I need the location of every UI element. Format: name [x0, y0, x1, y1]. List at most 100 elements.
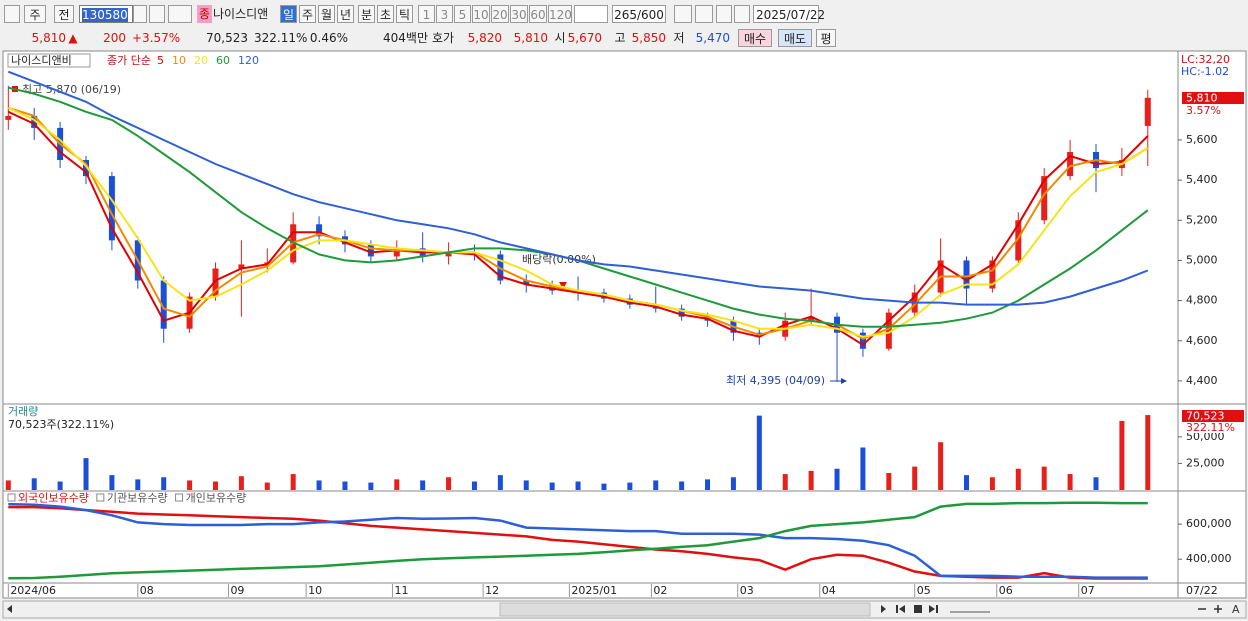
y-tick-label: 5,600	[1186, 133, 1218, 146]
volume-bar	[938, 442, 944, 490]
avg-button[interactable]: 평	[816, 29, 836, 47]
volume-tag	[1182, 410, 1244, 422]
menu-icon[interactable]	[4, 5, 20, 23]
x-tick-label: 05	[917, 584, 931, 597]
candle-body	[911, 292, 918, 313]
legend-item: 60	[216, 54, 230, 67]
ask: 5,820	[467, 31, 502, 45]
volume-bar	[83, 458, 89, 490]
tool-icon[interactable]	[716, 5, 732, 23]
legend-item: 20	[194, 54, 208, 67]
tool-icon[interactable]	[695, 5, 713, 23]
last-button[interactable]	[929, 605, 935, 613]
first-button[interactable]	[899, 605, 905, 613]
candle-body	[808, 316, 815, 321]
change-arrow: ▲	[68, 31, 78, 45]
interval-tab[interactable]: 60	[529, 5, 547, 23]
interval-tab[interactable]: 3	[436, 5, 453, 23]
volume-bar	[730, 477, 736, 490]
last-button[interactable]	[936, 605, 938, 613]
low-arrow-head	[841, 378, 847, 384]
volume-bar	[471, 481, 477, 490]
view-button[interactable]: 전	[54, 5, 74, 23]
high-marker	[12, 86, 18, 92]
interval-dropdown[interactable]	[574, 5, 608, 23]
volume-bar	[834, 468, 840, 490]
candle-body	[160, 280, 167, 329]
interval-tab[interactable]: 20	[491, 5, 509, 23]
period-tab[interactable]: 주	[299, 5, 316, 23]
x-tick-label: 02	[653, 584, 667, 597]
candle-body	[31, 115, 38, 128]
count: 265	[614, 8, 637, 22]
candle-body	[1144, 97, 1151, 126]
series-line	[7, 110, 1149, 347]
x-tick-label: 07	[1081, 584, 1095, 597]
interval-tab[interactable]: 1	[418, 5, 435, 23]
period-tab[interactable]: 년	[337, 5, 354, 23]
volume-bar	[342, 481, 348, 490]
x-tick-label: 2024/06	[10, 584, 56, 597]
period-tab[interactable]: 월	[318, 5, 335, 23]
candle-body	[212, 268, 219, 297]
y-tick-label: 5,000	[1186, 253, 1218, 266]
x-tick-label: 06	[999, 584, 1013, 597]
period-tab[interactable]: 분	[358, 5, 375, 23]
code-dropdown[interactable]	[133, 5, 147, 23]
candle-body	[186, 296, 193, 329]
change-pct: +3.57%	[132, 31, 181, 45]
count-box[interactable]: 265/600	[612, 5, 666, 23]
interval-tab[interactable]: 5	[454, 5, 471, 23]
legend-title: 나이스디앤비	[11, 54, 72, 67]
x-tick-label: 04	[822, 584, 836, 597]
x-tick-label: 11	[394, 584, 408, 597]
sound-button[interactable]	[168, 5, 192, 23]
date-box[interactable]: 2025/07/22	[753, 5, 825, 23]
first-button[interactable]	[896, 605, 898, 613]
quote-label: 호가	[431, 31, 455, 45]
stop-button[interactable]	[914, 605, 922, 613]
scroll-bar[interactable]	[2, 600, 1247, 619]
legend-item: 개인보유수량	[186, 492, 247, 505]
period-tab[interactable]: 일	[280, 5, 297, 23]
candle-body	[963, 260, 970, 289]
candle-body	[471, 252, 478, 255]
tool-icon[interactable]	[674, 5, 692, 23]
candle-body	[782, 320, 789, 337]
volume-bar	[808, 470, 814, 490]
period-button[interactable]: 주	[24, 5, 46, 23]
legend-item: 10	[172, 54, 186, 67]
interval-tab[interactable]: 10	[472, 5, 490, 23]
interval-tab[interactable]: 120	[548, 5, 572, 23]
bid: 5,810	[513, 31, 548, 45]
series-line	[8, 502, 1148, 579]
code-input[interactable]: 130580	[79, 5, 133, 23]
candle-body	[134, 240, 141, 281]
sell-button[interactable]: 매도	[778, 29, 812, 47]
scroll-left[interactable]	[7, 605, 12, 613]
buy-button[interactable]: 매수	[738, 29, 772, 47]
price-tag-pct: 3.57%	[1186, 104, 1221, 117]
period-tab[interactable]: 틱	[396, 5, 413, 23]
y-tick-label: 400,000	[1186, 552, 1232, 565]
low-note: 최저 4,395 (04/09)	[726, 374, 825, 387]
candle-body	[626, 298, 633, 305]
settings-icon[interactable]	[734, 5, 750, 23]
scroll-thumb[interactable]	[499, 602, 871, 617]
candle-body	[393, 248, 400, 257]
font-button[interactable]: A	[1232, 603, 1240, 616]
volume-tag-pct: 322.11%	[1186, 421, 1235, 434]
candle-body	[937, 260, 944, 293]
volume-bar	[1041, 466, 1047, 490]
y-tick-label: 4,600	[1186, 334, 1218, 347]
period-tab[interactable]: 초	[377, 5, 394, 23]
interval-tab[interactable]: 30	[510, 5, 528, 23]
search-button[interactable]	[149, 5, 165, 23]
corner-label: LC:32,20	[1181, 53, 1230, 66]
volume-bar	[316, 480, 322, 490]
scroll-right[interactable]	[881, 605, 886, 613]
turnover: 0.46%	[309, 31, 348, 45]
volume-bar	[653, 480, 659, 490]
volume-bar	[860, 447, 866, 490]
volume-bar	[31, 478, 37, 490]
